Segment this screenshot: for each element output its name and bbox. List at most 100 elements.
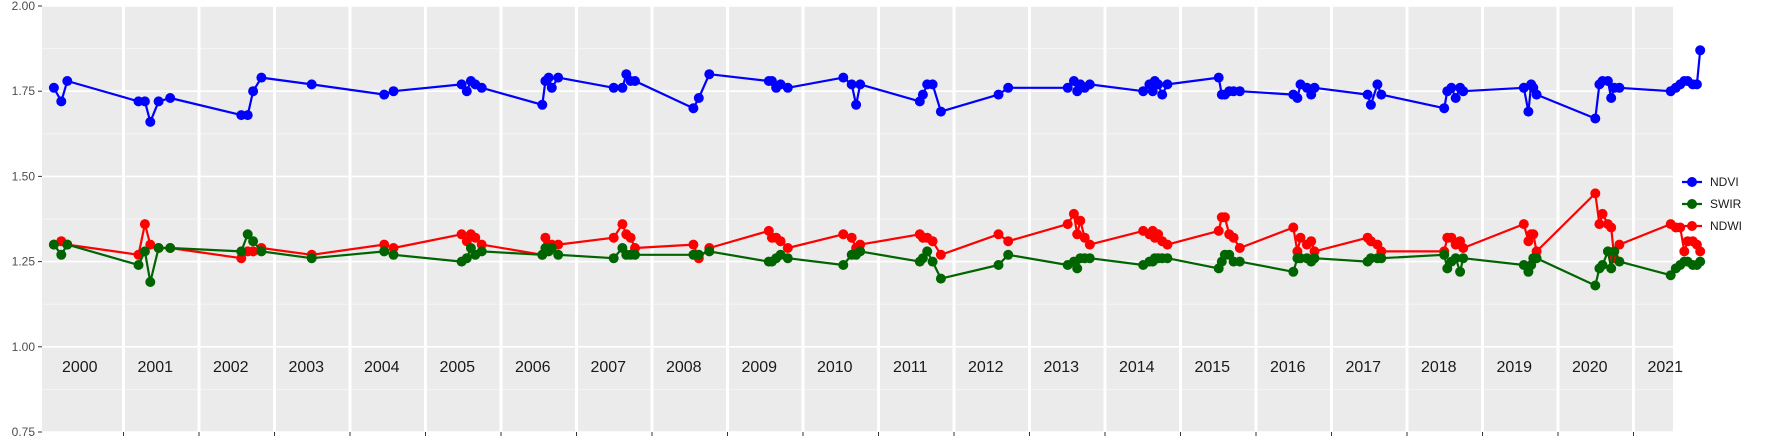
legend-label: SWIR [1710,197,1742,211]
ndwi-point [1695,246,1706,257]
ndvi-point [165,93,176,103]
ndwi-point [1003,236,1014,247]
ndvi-point [1458,86,1469,97]
ndwi-point [1295,232,1306,243]
ndwi-point [927,236,938,247]
swir-point [608,253,619,264]
ndvi-point [1602,76,1613,86]
swir-point [476,246,487,257]
swir-point [935,273,946,284]
year-label: 2010 [817,359,853,376]
swir-point [236,246,247,257]
ndvi-point [537,99,548,110]
swir-point [927,256,938,267]
year-label: 2004 [364,359,400,376]
ndwi-point [775,236,786,247]
year-label: 2002 [213,359,249,376]
year-label: 2000 [62,359,98,376]
year-label: 2015 [1194,359,1230,376]
ndvi-point [1213,72,1224,83]
ndwi-point [1079,232,1090,243]
ndvi-point [1362,89,1373,100]
year-label: 2016 [1270,359,1306,376]
swir-point [1695,256,1706,267]
ndwi-point [1675,222,1686,233]
swir-point [1614,256,1625,267]
swir-point [1590,280,1601,291]
swir-point [553,249,564,260]
swir-point [1234,256,1245,267]
year-label: 2021 [1647,359,1683,376]
swir-point [461,253,472,264]
ndvi-point [608,82,619,93]
swir-point [1084,253,1095,264]
swir-point [1439,249,1450,260]
ndvi-point [927,79,938,90]
swir-point [630,249,640,260]
ndvi-point [153,96,164,107]
swir-point [1597,260,1608,270]
ndwi-point [1072,229,1083,240]
ndvi-point [851,99,862,110]
series-swir [48,229,1706,291]
series-layer [48,45,1706,291]
ndvi-point [617,82,628,93]
ndvi-point [917,89,928,100]
ndwi-point [1306,236,1317,247]
year-label: 2014 [1119,359,1155,376]
ndvi-point [242,110,253,121]
ndwi-point [1084,239,1095,250]
ndvi-point [1147,86,1158,97]
ndvi-point [1531,89,1542,100]
ndvi-point [546,82,557,93]
ndvi-point [630,76,640,86]
year-label: 2007 [590,359,626,376]
ndwi-point [782,243,793,253]
ndvi-point [48,82,59,93]
y-tick-label: 1.00 [12,340,36,354]
swir-point [1531,253,1542,264]
ndvi-point [461,86,472,97]
swir-point [379,246,390,257]
y-axis: 0.75 1.00 1.25 1.50 1.75 2.00 [12,0,42,439]
year-label: 2005 [439,359,475,376]
legend: NDVI SWIR NDWI [1682,175,1742,233]
ndvi-point [935,106,946,117]
ndwi-point [993,229,1004,240]
ndwi-point [1068,208,1079,219]
ndvi-point [1450,93,1461,103]
ndvi-point [553,72,564,83]
ndvi-point [1003,82,1014,93]
swir-point [62,239,73,250]
ndvi-point [456,79,467,90]
ndwi-point [1606,222,1617,233]
ndwi-point [688,239,699,250]
swir-point [1003,249,1014,260]
y-tick-label: 0.75 [12,425,36,439]
year-label: 2020 [1572,359,1608,376]
swir-point [133,260,144,270]
ndwi-point [1075,215,1086,226]
ndwi-point [617,219,628,230]
ndwi-point [1528,229,1539,240]
swir-point [139,246,150,257]
swir-point [1309,253,1320,264]
ndvi-point [1590,113,1601,124]
ndvi-point [782,82,793,93]
ndwi-point [1590,188,1601,199]
swir-point [388,249,399,260]
swir-point [838,260,849,270]
ndvi-point [1138,86,1149,97]
ndwi-point [846,232,857,243]
legend-key-point [1687,177,1697,187]
swir-point [1162,253,1173,264]
ndwi-point [1062,219,1073,230]
swir-point [1458,253,1469,264]
year-label: 2006 [515,359,551,376]
ndwi-point [145,239,156,250]
ndwi-point [625,232,636,243]
y-tick-label: 1.75 [12,84,36,98]
ndvi-point [1372,79,1383,90]
year-label: 2013 [1043,359,1079,376]
